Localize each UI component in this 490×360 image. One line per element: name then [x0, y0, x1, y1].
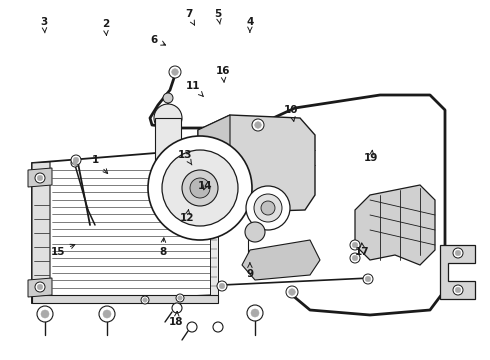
Circle shape: [352, 255, 358, 261]
Circle shape: [103, 310, 111, 318]
Polygon shape: [198, 115, 315, 212]
Polygon shape: [28, 278, 52, 297]
Text: 10: 10: [284, 105, 299, 121]
Text: 2: 2: [102, 19, 109, 35]
Circle shape: [41, 310, 49, 318]
Polygon shape: [28, 168, 52, 187]
Circle shape: [71, 159, 79, 167]
Circle shape: [455, 287, 461, 293]
Circle shape: [289, 289, 295, 295]
Circle shape: [213, 322, 223, 332]
Circle shape: [246, 186, 290, 230]
Circle shape: [245, 222, 265, 242]
Circle shape: [73, 161, 77, 165]
Text: 4: 4: [246, 17, 254, 32]
Circle shape: [162, 150, 238, 226]
Circle shape: [163, 93, 173, 103]
Circle shape: [141, 296, 149, 304]
Circle shape: [363, 274, 373, 284]
Circle shape: [255, 122, 261, 128]
Text: 1: 1: [92, 155, 108, 174]
Circle shape: [254, 194, 282, 222]
Circle shape: [169, 66, 181, 78]
Circle shape: [35, 173, 45, 183]
Text: 8: 8: [159, 238, 166, 257]
Circle shape: [219, 283, 225, 289]
Circle shape: [99, 306, 115, 322]
Circle shape: [455, 250, 461, 256]
Circle shape: [247, 305, 263, 321]
Circle shape: [35, 282, 45, 292]
Polygon shape: [242, 240, 320, 280]
Circle shape: [172, 303, 182, 313]
Polygon shape: [440, 245, 475, 299]
Circle shape: [182, 170, 218, 206]
Circle shape: [154, 104, 182, 132]
Polygon shape: [32, 162, 50, 303]
Circle shape: [261, 201, 275, 215]
Text: 9: 9: [246, 263, 253, 279]
Circle shape: [178, 296, 182, 300]
Text: 12: 12: [180, 210, 195, 223]
Circle shape: [190, 178, 210, 198]
Circle shape: [453, 285, 463, 295]
Text: 3: 3: [41, 17, 48, 33]
Text: 11: 11: [186, 81, 203, 96]
Circle shape: [172, 69, 178, 75]
Circle shape: [37, 306, 53, 322]
Polygon shape: [210, 148, 218, 295]
Text: 13: 13: [178, 150, 193, 165]
Circle shape: [350, 240, 360, 250]
Text: 15: 15: [50, 244, 75, 257]
Text: 18: 18: [169, 311, 184, 327]
Polygon shape: [32, 295, 218, 303]
Circle shape: [143, 298, 147, 302]
Circle shape: [252, 119, 264, 131]
Text: 17: 17: [355, 243, 370, 257]
Bar: [155, 118, 181, 186]
Circle shape: [453, 248, 463, 258]
Text: 7: 7: [185, 9, 195, 25]
Polygon shape: [32, 148, 218, 303]
Text: 5: 5: [215, 9, 221, 24]
Circle shape: [73, 157, 79, 163]
Text: 16: 16: [216, 66, 230, 82]
Circle shape: [286, 286, 298, 298]
Circle shape: [352, 242, 358, 248]
Text: 6: 6: [151, 35, 166, 45]
Circle shape: [71, 155, 81, 165]
Circle shape: [148, 136, 252, 240]
Polygon shape: [355, 185, 435, 265]
Circle shape: [217, 281, 227, 291]
Circle shape: [37, 284, 43, 290]
Polygon shape: [198, 115, 230, 212]
Circle shape: [350, 253, 360, 263]
Circle shape: [37, 175, 43, 181]
Circle shape: [187, 322, 197, 332]
Circle shape: [176, 294, 184, 302]
Text: 14: 14: [197, 181, 212, 192]
Circle shape: [251, 309, 259, 317]
Text: 19: 19: [364, 150, 379, 163]
Circle shape: [365, 276, 371, 282]
